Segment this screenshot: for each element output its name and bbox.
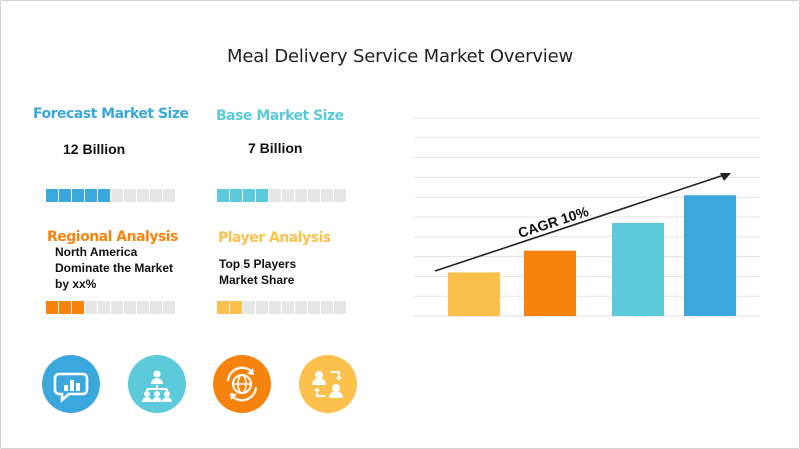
- meter-segment-filled: [85, 189, 97, 202]
- meter-segment-empty: [295, 189, 307, 202]
- chart-bar: [448, 272, 500, 316]
- meter-segment-empty: [321, 189, 333, 202]
- player-text: Top 5 Players Market Share: [219, 256, 296, 288]
- player-heading: Player Analysis: [218, 230, 331, 246]
- meter-segment-empty: [111, 301, 123, 314]
- forecast-heading: Forecast Market Size: [33, 106, 189, 122]
- meter-segment-empty: [111, 189, 123, 202]
- player-meter: [217, 301, 346, 314]
- cagr-label: CAGR 10%: [516, 203, 591, 241]
- page-title: Meal Delivery Service Market Overview: [227, 46, 573, 67]
- meter-segment-empty: [308, 301, 320, 314]
- meter-segment-filled: [46, 301, 58, 314]
- chart-bars: [448, 195, 736, 316]
- meter-segment-empty: [243, 301, 255, 314]
- meter-segment-filled: [217, 301, 229, 314]
- chart-bar: [524, 250, 576, 316]
- meter-segment-empty: [308, 189, 320, 202]
- meter-segment-filled: [46, 189, 58, 202]
- meter-segment-empty: [282, 189, 294, 202]
- meter-segment-empty: [150, 189, 162, 202]
- regional-meter: [46, 301, 175, 314]
- meter-segment-empty: [137, 189, 149, 202]
- regional-heading: Regional Analysis: [47, 229, 178, 245]
- meter-segment-filled: [230, 189, 242, 202]
- base-value: 7 Billion: [248, 140, 303, 156]
- people-exchange-icon: [299, 355, 357, 413]
- forecast-meter: [46, 189, 175, 202]
- meter-segment-empty: [334, 301, 346, 314]
- regional-text: North America Dominate the Market by xx%: [55, 244, 173, 292]
- meter-segment-empty: [256, 301, 268, 314]
- meter-segment-empty: [85, 301, 97, 314]
- meter-segment-empty: [150, 301, 162, 314]
- meter-segment-empty: [163, 301, 175, 314]
- regional-text-line: Dominate the Market: [55, 261, 174, 275]
- meter-segment-filled: [98, 189, 110, 202]
- meter-segment-filled: [230, 301, 242, 314]
- meter-segment-filled: [59, 301, 71, 314]
- chart-bar: [684, 195, 736, 316]
- forecast-value: 12 Billion: [63, 141, 126, 157]
- network-people-icon: [128, 355, 186, 413]
- regional-text-line: North America: [55, 245, 138, 259]
- meter-segment-empty: [269, 301, 281, 314]
- meter-segment-empty: [282, 301, 294, 314]
- player-text-line: Top 5 Players: [219, 257, 297, 271]
- player-text-line: Market Share: [219, 273, 295, 287]
- chart-bar: [612, 222, 664, 316]
- base-meter: [217, 189, 346, 202]
- meter-segment-empty: [163, 189, 175, 202]
- meter-segment-empty: [98, 301, 110, 314]
- meter-segment-empty: [124, 301, 136, 314]
- meter-segment-filled: [59, 189, 71, 202]
- meter-segment-empty: [269, 189, 281, 202]
- meter-segment-empty: [137, 301, 149, 314]
- meter-segment-empty: [321, 301, 333, 314]
- base-heading: Base Market Size: [216, 108, 344, 124]
- meter-segment-filled: [256, 189, 268, 202]
- regional-text-line: by xx%: [55, 277, 97, 291]
- meter-segment-filled: [72, 301, 84, 314]
- meter-segment-empty: [124, 189, 136, 202]
- cagr-arrow: [434, 173, 731, 272]
- chat-chart-icon: [42, 355, 100, 413]
- meter-segment-filled: [72, 189, 84, 202]
- bar-chart: CAGR 10%: [414, 117, 760, 317]
- meter-segment-filled: [217, 189, 229, 202]
- globe-cycle-icon: [213, 355, 271, 413]
- meter-segment-empty: [334, 189, 346, 202]
- meter-segment-filled: [243, 189, 255, 202]
- meter-segment-empty: [295, 301, 307, 314]
